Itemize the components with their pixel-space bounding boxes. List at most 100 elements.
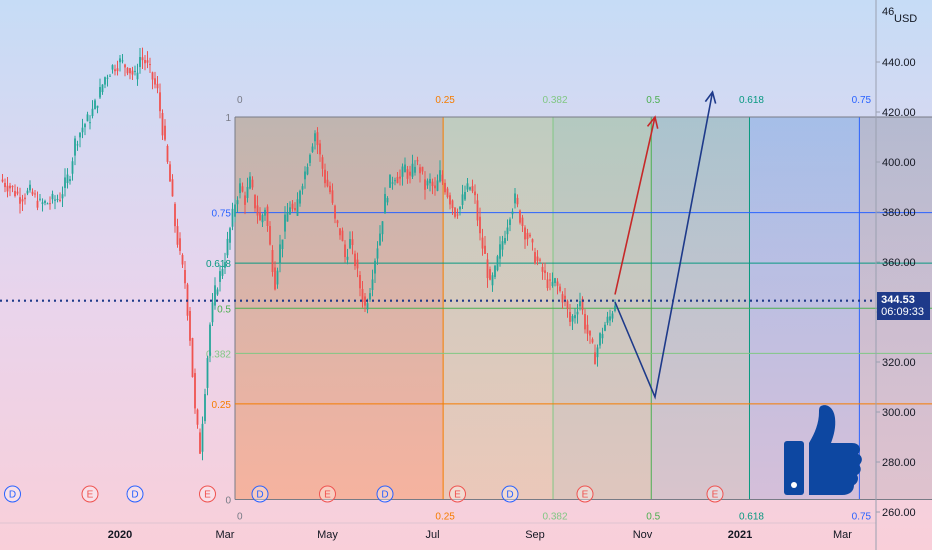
candle-body xyxy=(76,144,79,146)
candle-body xyxy=(206,358,209,388)
event-marker-dividend xyxy=(251,485,269,503)
candle-body xyxy=(479,216,481,234)
candle-body xyxy=(406,169,409,179)
thumbs-up-icon xyxy=(784,405,862,495)
candle-body xyxy=(64,177,66,188)
candle-body xyxy=(349,238,351,249)
candle-body xyxy=(244,195,246,205)
candle-body xyxy=(49,203,51,205)
candle-body xyxy=(491,275,494,286)
candle-body xyxy=(441,174,444,182)
candle-body xyxy=(319,143,321,155)
candle-body xyxy=(519,210,521,223)
candle-body xyxy=(171,179,174,197)
candle-body xyxy=(559,286,561,291)
candle-body xyxy=(359,275,361,289)
candle-body xyxy=(589,330,591,336)
candle-body xyxy=(219,271,221,282)
candle-body xyxy=(524,227,526,240)
candle-body xyxy=(486,259,489,279)
candle-body xyxy=(106,77,109,79)
candle-body xyxy=(184,269,186,284)
candle-body xyxy=(129,68,131,74)
candle-body xyxy=(496,256,499,271)
candle-body xyxy=(291,203,294,209)
candle-body xyxy=(416,160,419,162)
candle-body xyxy=(431,181,434,187)
candle-body xyxy=(314,133,316,142)
candle-body xyxy=(606,316,609,323)
candle-body xyxy=(326,179,329,187)
candle-body xyxy=(149,64,151,66)
candle-body xyxy=(204,394,206,422)
price-tick-label: 280.00 xyxy=(882,457,916,469)
event-marker-dividend xyxy=(501,485,519,503)
candle-body xyxy=(124,64,126,68)
candle-body xyxy=(574,315,576,319)
candle-body xyxy=(614,305,616,311)
candle-body xyxy=(611,313,614,319)
candle-body xyxy=(66,174,69,184)
candle-body xyxy=(166,145,169,162)
candle-body xyxy=(404,164,406,173)
candle-body xyxy=(44,200,46,203)
candle-body xyxy=(306,166,309,175)
candle-body xyxy=(546,279,549,289)
event-marker-label: D xyxy=(9,490,16,501)
candle-body xyxy=(56,198,59,200)
fib-time-label-top: 0.618 xyxy=(739,95,764,106)
candle-body xyxy=(86,114,89,122)
candle-body xyxy=(156,83,159,89)
candle-body xyxy=(61,194,64,199)
candle-body xyxy=(494,265,496,277)
candle-body xyxy=(114,69,116,72)
candle-body xyxy=(249,176,251,189)
candle-body xyxy=(309,154,311,163)
event-marker-label: E xyxy=(324,490,331,501)
candle-body xyxy=(261,215,264,223)
price-tick-label: 300.00 xyxy=(882,407,916,419)
candle-body xyxy=(41,202,44,204)
candle-body xyxy=(331,190,334,203)
candle-body xyxy=(256,205,259,216)
candle-body xyxy=(594,352,596,365)
fib-time-label-bottom: 0.382 xyxy=(542,512,567,523)
time-tick-label: Mar xyxy=(833,529,852,541)
candle-body xyxy=(451,200,454,209)
candle-body xyxy=(254,194,256,209)
price-tick-label: 440.00 xyxy=(882,57,916,69)
candle-body xyxy=(79,132,81,138)
candle-body xyxy=(421,166,424,172)
candle-body xyxy=(304,171,306,180)
candle-body xyxy=(134,70,136,72)
candle-body xyxy=(434,185,436,189)
candle-body xyxy=(311,146,314,152)
candle-body xyxy=(54,199,56,201)
candle-body xyxy=(94,100,96,110)
candle-body xyxy=(601,333,604,339)
candle-body xyxy=(346,256,349,260)
candle-body xyxy=(271,249,274,272)
candle-body xyxy=(554,278,556,283)
candle-body xyxy=(74,138,76,156)
candle-body xyxy=(544,270,546,274)
candle-body xyxy=(34,193,36,195)
time-tick-label: Nov xyxy=(633,529,653,541)
candle-body xyxy=(39,198,41,200)
price-tick-label-partial: 46 xyxy=(882,6,894,18)
candle-body xyxy=(456,214,459,216)
candle-body xyxy=(401,166,404,177)
candle-body xyxy=(214,285,216,306)
candle-body xyxy=(586,324,589,334)
candle-body xyxy=(294,208,296,211)
projection-path xyxy=(614,116,656,295)
candle-body xyxy=(466,183,469,190)
candle-body xyxy=(489,269,491,280)
candle-body xyxy=(201,423,204,452)
price-tick-label: 260.00 xyxy=(882,507,916,519)
candle-body xyxy=(379,233,381,246)
candle-body xyxy=(301,186,304,190)
candle-body xyxy=(571,316,574,322)
candle-body xyxy=(371,279,374,290)
